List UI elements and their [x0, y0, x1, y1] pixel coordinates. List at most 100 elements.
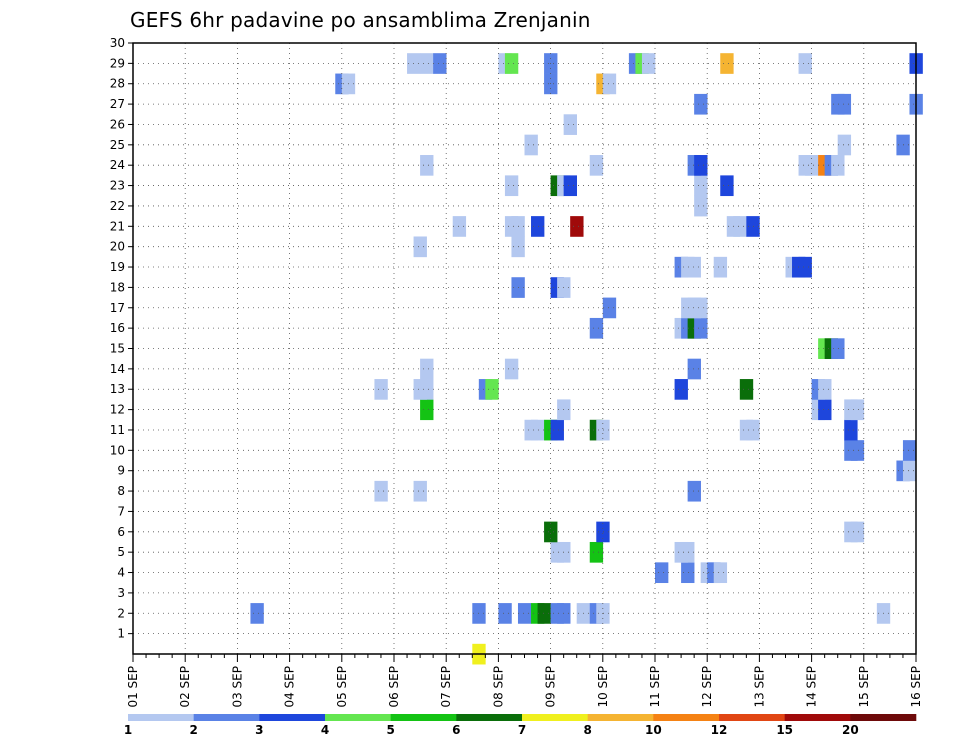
heatmap-cell [687, 358, 701, 380]
colorbar-label: 12 [711, 723, 728, 737]
x-tick-label: 07 SEP [439, 666, 453, 708]
y-tick-label: 28 [110, 77, 125, 91]
colorbar-swatch [259, 714, 326, 721]
heatmap-cell [831, 155, 845, 176]
heatmap-cell [596, 521, 610, 543]
heatmap-cell [589, 155, 604, 176]
heatmap-cell [420, 358, 434, 380]
x-tick-label: 13 SEP [752, 666, 766, 708]
colorbar-swatch [653, 714, 720, 721]
colorbar-swatch [719, 714, 785, 721]
heatmap-cell [596, 419, 610, 441]
colorbar-label: 4 [321, 723, 329, 737]
y-tick-label: 2 [117, 606, 125, 620]
grid-lines [133, 43, 916, 654]
colorbar-swatch [128, 714, 194, 721]
heatmap-cell [837, 134, 852, 156]
heatmap-cell [831, 338, 845, 359]
heatmap-cell [602, 297, 617, 319]
y-tick-label: 22 [110, 199, 125, 213]
heatmap-cell [452, 216, 467, 237]
heatmap-cell [798, 53, 812, 74]
y-tick-label: 11 [110, 423, 125, 437]
y-tick-label: 13 [110, 382, 125, 396]
heatmap-cell [420, 399, 434, 421]
y-tick-label: 17 [110, 301, 125, 315]
heatmap-cell [720, 175, 734, 197]
y-tick-label: 10 [110, 443, 125, 457]
colorbar-label: 5 [386, 723, 394, 737]
colorbar: 1 2 3 4 5 6 7 8 10 12 15 20 [124, 714, 917, 737]
y-tick-label: 26 [110, 117, 125, 131]
colorbar-swatch [587, 714, 654, 721]
heatmap-cell [485, 379, 499, 400]
heatmap-cell [850, 399, 865, 421]
heatmap-cell [902, 440, 917, 461]
heatmap-cells [250, 53, 923, 665]
x-tick-label: 16 SEP [909, 666, 923, 708]
y-tick-label: 19 [110, 260, 125, 274]
heatmap-cell [837, 93, 852, 115]
colorbar-label: 6 [452, 723, 460, 737]
heatmap-cell [694, 175, 708, 197]
heatmap-cell [504, 175, 519, 197]
colorbar-swatch [325, 714, 391, 721]
y-tick-label: 27 [110, 97, 125, 111]
y-tick-label: 3 [117, 586, 125, 600]
heatmap-cell [544, 521, 558, 543]
x-tick-label: 09 SEP [544, 666, 558, 708]
heatmap-cell [589, 317, 604, 339]
x-tick-label: 12 SEP [700, 666, 714, 708]
heatmap-cell [563, 114, 577, 135]
heatmap-cell [420, 379, 434, 400]
y-tick-label: 5 [117, 545, 125, 559]
x-tick-label: 11 SEP [648, 666, 662, 708]
colorbar-label: 10 [645, 723, 662, 737]
y-tick-label: 7 [117, 504, 125, 518]
heatmap-cell [694, 317, 708, 339]
heatmap-cell [504, 358, 519, 380]
heatmap-cell [850, 440, 865, 461]
y-tick-label: 15 [110, 342, 125, 356]
heatmap-cell [420, 155, 434, 176]
heatmap-cell [674, 379, 688, 400]
heatmap-cell [250, 603, 264, 624]
colorbar-label: 20 [842, 723, 859, 737]
x-tick-label: 03 SEP [230, 666, 244, 708]
y-tick-label: 8 [117, 484, 125, 498]
y-tick-label: 18 [110, 280, 125, 294]
heatmap-cell [687, 256, 701, 278]
heatmap-cell [420, 53, 434, 74]
heatmap-cell [563, 175, 577, 197]
heatmap-cell [413, 480, 427, 502]
heatmap-cell [517, 603, 532, 624]
heatmap-cell [504, 53, 519, 74]
heatmap-cell [902, 460, 917, 482]
colorbar-label: 8 [583, 723, 591, 737]
x-tick-label: 02 SEP [178, 666, 192, 708]
y-tick-label: 30 [110, 36, 125, 50]
heatmap-cell [433, 53, 447, 74]
heatmap-cell [687, 480, 701, 502]
x-tick-label: 05 SEP [335, 666, 349, 708]
heatmap-cell [694, 297, 708, 319]
x-tick-label: 08 SEP [491, 666, 505, 708]
x-tick-label: 14 SEP [805, 666, 819, 708]
y-tick-label: 29 [110, 56, 125, 70]
colorbar-swatch [456, 714, 523, 721]
heatmap-cell [850, 521, 865, 543]
colorbar-swatch [390, 714, 457, 721]
colorbar-label: 1 [124, 723, 132, 737]
x-tick-label: 04 SEP [283, 666, 297, 708]
colorbar-label: 7 [518, 723, 526, 737]
y-axis: 1234567891011121314151617181920212223242… [110, 36, 133, 641]
heatmap-cell [733, 216, 747, 237]
colorbar-label: 2 [189, 723, 197, 737]
y-tick-label: 6 [117, 525, 125, 539]
heatmap-cell [713, 256, 728, 278]
heatmap-cell [498, 603, 512, 624]
x-tick-label: 06 SEP [387, 666, 401, 708]
heatmap-cell [713, 562, 728, 584]
heatmap-cell [805, 155, 819, 176]
